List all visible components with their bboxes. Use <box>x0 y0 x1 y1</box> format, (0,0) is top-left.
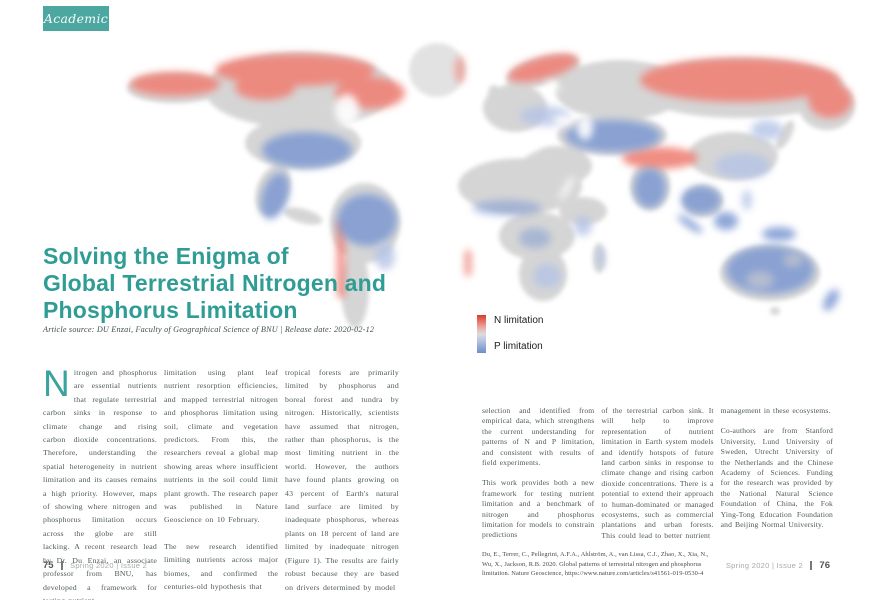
paragraph: This work provides both a new framework … <box>482 478 595 540</box>
issue-label: Spring 2020 | Issue 2 <box>725 561 803 570</box>
issue-label: Spring 2020 | Issue 2 <box>70 561 148 570</box>
article-title-line2: Global Terrestrial Nitrogen and <box>43 270 387 296</box>
world-map-svg <box>127 43 855 328</box>
text-column-6: management in these ecosystems. Co-autho… <box>721 406 833 546</box>
paragraph: The new research identified limiting nut… <box>164 541 278 592</box>
article-title-line3: Phosphorus Limitation <box>43 297 298 323</box>
text-column-2: limitation using plant leaf nutrient res… <box>164 366 278 591</box>
map-light-blue-regions <box>375 106 783 288</box>
article-title: Solving the Enigma of Global Terrestrial… <box>43 243 386 324</box>
footer-divider <box>809 561 813 570</box>
article-source-line: Article source: DU Enzai, Faculty of Geo… <box>43 325 375 334</box>
map-greenland <box>409 43 465 97</box>
text-column-3: tropical forests are primarily limited b… <box>285 366 399 592</box>
map-water-cutouts <box>335 80 593 201</box>
reference-citation: Du, E., Terrer, C., Pellegrini, A.F.A., … <box>482 551 709 578</box>
paragraph: tropical forests are primarily limited b… <box>285 368 399 592</box>
paragraph: limitation using plant leaf nutrient res… <box>164 368 278 525</box>
footer-divider <box>60 561 64 570</box>
legend-n-limitation-label: N limitation <box>494 315 544 326</box>
left-page-footer: 75 Spring 2020 | Issue 2 <box>43 560 147 571</box>
right-page-columns: selection and identified from empirical … <box>482 406 833 546</box>
paragraph: of the terrestrial carbon sink. It will … <box>601 406 714 540</box>
paragraph: Co-authors are from Stanford University,… <box>720 426 833 530</box>
right-page-number: 76 <box>819 560 830 571</box>
world-map <box>115 8 860 333</box>
legend-gradient-bar <box>477 315 486 353</box>
section-badge-label: Academic <box>43 11 109 26</box>
left-page-number: 75 <box>43 560 54 571</box>
paragraph: selection and identified from empirical … <box>482 406 595 468</box>
article-title-line1: Solving the Enigma of <box>43 243 289 269</box>
section-badge: Academic <box>43 6 109 31</box>
legend-p-limitation-label: P limitation <box>494 341 543 352</box>
text-column-5: of the terrestrial carbon sink. It will … <box>601 406 713 546</box>
paragraph-text: itrogen and phosphorus are essential nut… <box>43 368 157 600</box>
map-australia-gray-patches <box>746 253 803 289</box>
drop-cap: N <box>43 363 70 404</box>
text-column-4: selection and identified from empirical … <box>482 406 594 546</box>
map-n-limitation-regions <box>130 53 852 298</box>
paragraph: management in these ecosystems. <box>720 406 831 415</box>
right-page-footer: Spring 2020 | Issue 2 76 <box>726 560 830 571</box>
map-legend: N limitation P limitation <box>477 315 543 353</box>
